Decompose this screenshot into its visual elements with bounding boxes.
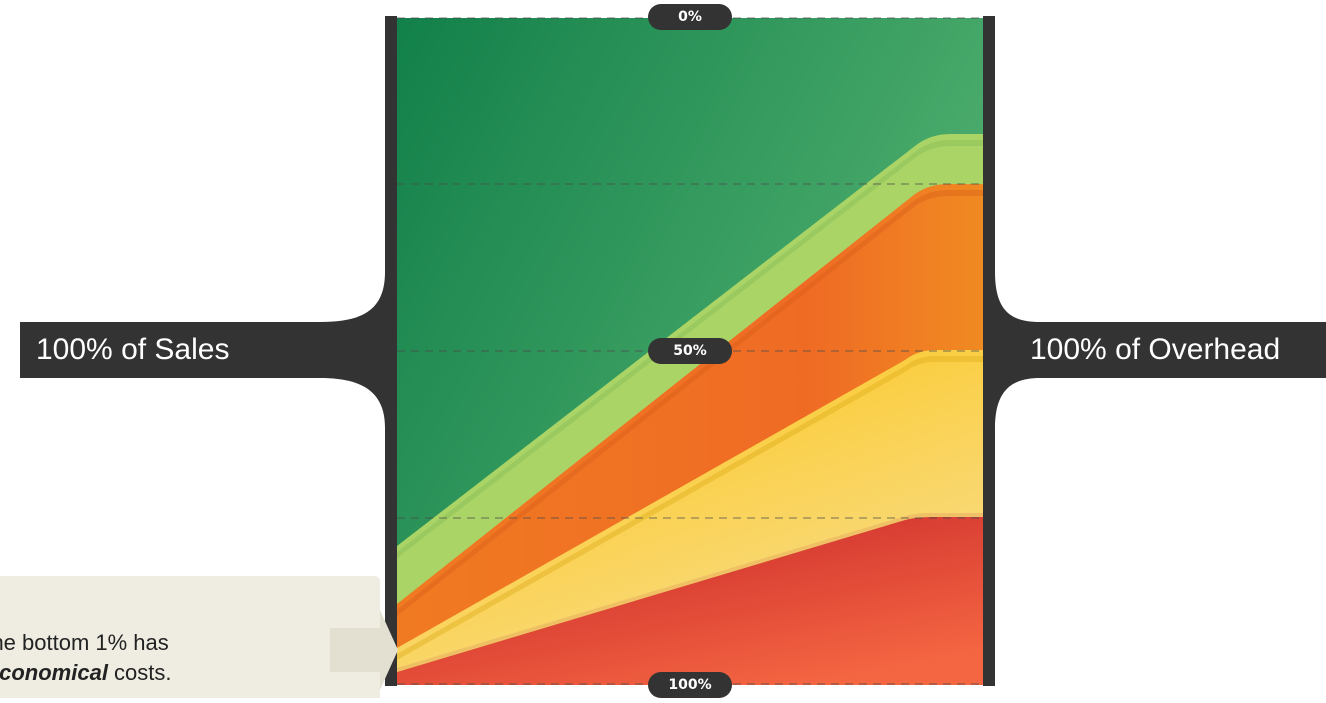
pill-mid xyxy=(648,338,732,364)
overhead-label: 100% of Overhead xyxy=(1030,333,1281,366)
red-band xyxy=(397,517,983,685)
callout-emphasis-prefix: uneco xyxy=(0,660,25,685)
callout-box xyxy=(0,576,380,698)
sales-label: 100% of Sales xyxy=(36,333,230,366)
middle-percent-label: 50% xyxy=(673,343,707,359)
callout-line-2: uneconomical costs. xyxy=(0,658,172,688)
pill-bottom xyxy=(648,672,732,698)
left-connector xyxy=(20,16,397,686)
right-connector xyxy=(983,16,1326,686)
callout-emphasis: nomical xyxy=(24,660,108,685)
callout-text: The bottom 1% has uneconomical costs. xyxy=(0,628,380,698)
callout-suffix: costs. xyxy=(107,660,172,685)
top-percent-label: 0% xyxy=(678,9,702,25)
callout-arrow xyxy=(330,610,398,690)
pill-top xyxy=(648,4,732,30)
callout-line-1: The bottom 1% has xyxy=(0,630,169,655)
bottom-percent-label: 100% xyxy=(668,677,712,693)
